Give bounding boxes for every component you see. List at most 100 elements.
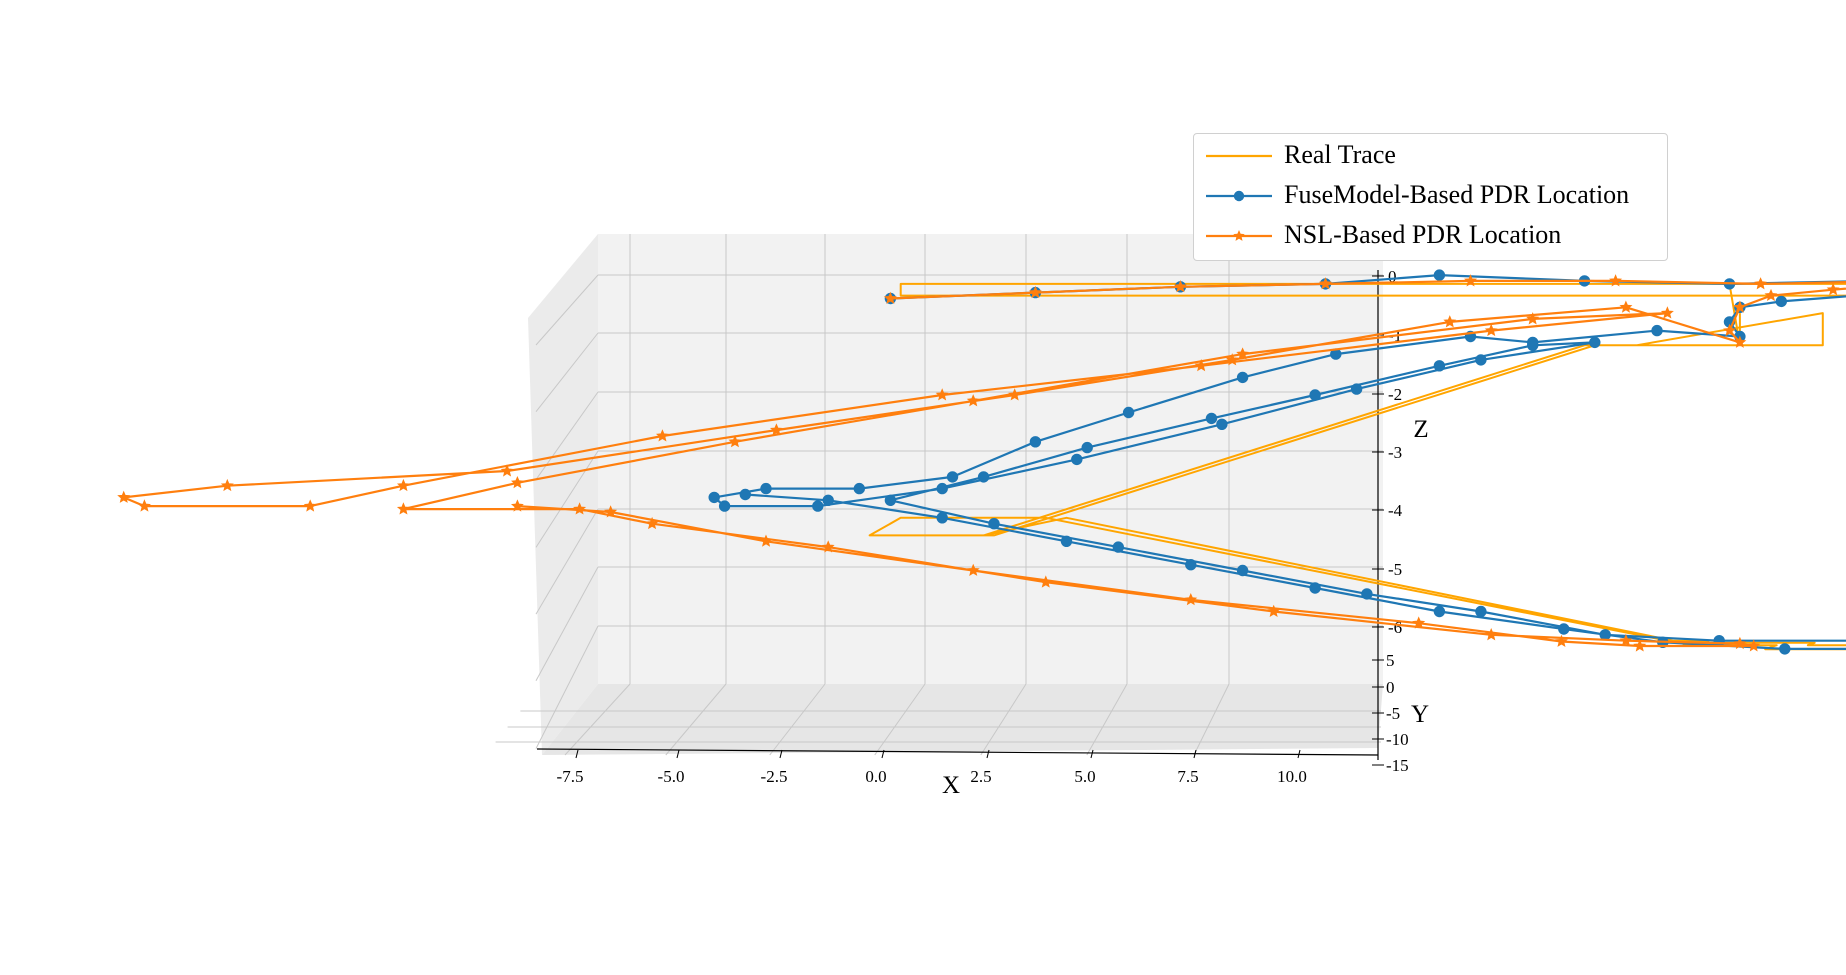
y-tick-label-1: 0 [1386,678,1395,697]
fusemodel-point-53 [1558,623,1570,635]
nsl-point-31 [1236,347,1250,360]
nsl-point-14 [1619,300,1633,313]
grid-x-floor-3 [874,683,926,756]
fusemodel-point-32 [1475,354,1487,366]
nsl-point-6 [1754,277,1768,290]
x-tick-mark-5 [1090,749,1094,759]
fusemodel-point-27 [812,500,824,512]
nsl-point-0 [883,291,897,304]
fusemodel-point-57 [1060,535,1073,547]
x-tick-label-7: 10.0 [1277,767,1307,786]
grid-z-left-5 [535,566,599,682]
nsl-point-43 [1733,636,1747,650]
legend-swatch-fusemodel-pdr [1206,190,1272,202]
fusemodel-point-37 [1205,412,1218,425]
nsl-point-46 [1554,634,1568,647]
x-tick-mark-1 [676,749,680,759]
nsl-point-35 [396,502,410,515]
x-tick-label-1: -5.0 [658,767,685,786]
fusemodel-point-56 [1185,559,1197,571]
x-tick-mark-6 [1193,749,1197,759]
nsl-point-52 [510,499,524,512]
series-layer [117,269,1846,655]
nsl-point-15 [1443,315,1457,328]
fusemodel-point-44 [1361,588,1373,600]
legend-swatch-marker-1 [1233,190,1245,202]
nsl-point-3 [1318,277,1332,290]
fusemodel-point-55 [1309,582,1321,594]
grid-z-left-3 [535,450,599,548]
fusemodel-point-11 [1775,295,1788,308]
nsl-point-42 [1619,633,1633,647]
nsl-point-25 [655,429,669,442]
nsl-point-51 [604,505,618,518]
fusemodel-point-21 [1029,436,1042,448]
fusemodel-point-58 [936,512,948,524]
x-tick-mark-3 [881,749,885,759]
fusemodel-point-28 [936,482,948,495]
z-tick-label-6: -6 [1388,618,1402,637]
nsl-point-39 [1039,575,1053,588]
y-tick-label-2: -5 [1386,704,1400,723]
nsl-point-21 [117,490,131,503]
legend-label-real-trace: Real Trace [1284,140,1396,169]
z-tick-label-2: -2 [1388,385,1402,404]
fusemodel-point-45 [1475,605,1487,618]
fusemodel-point-25 [708,491,720,504]
grid-x-floor-1 [665,683,727,756]
grid-x-floor-2 [769,683,826,756]
x-tick-label-0: -7.5 [557,767,584,786]
grid-x-floor-5 [1086,683,1128,756]
series-line-real-trace [868,282,1846,651]
nsl-point-33 [728,434,742,448]
series-nsl-pdr [117,274,1846,652]
fusemodel-point-4 [1433,269,1446,281]
nsl-point-50 [759,534,773,547]
nsl-point-1 [1028,285,1042,299]
fusemodel-point-43 [1236,564,1249,577]
fusemodel-point-51 [1779,643,1791,655]
legend-item-real-trace: Real Trace [1194,136,1667,176]
fusemodel-point-36 [1309,389,1321,401]
nsl-point-22 [137,499,151,512]
nsl-point-28 [1484,323,1498,337]
nsl-point-29 [1660,306,1674,319]
x-tick-mark-0 [575,749,579,759]
nsl-point-9 [1826,282,1840,296]
nsl-point-24 [396,478,410,492]
fusemodel-point-38 [1081,441,1093,454]
grid-x-floor-6 [1193,683,1230,756]
y-axis-label: Y [1411,701,1429,728]
x-tick-mark-4 [986,749,990,759]
x-tick-label-2: -2.5 [761,767,788,786]
y-tick-label-0: 5 [1386,651,1395,670]
nsl-point-4 [1464,274,1478,287]
nsl-point-19 [500,464,514,477]
fusemodel-point-22 [946,471,959,483]
z-tick-label-3: -3 [1388,443,1402,462]
nsl-point-30 [1526,312,1540,325]
nsl-point-44 [1747,639,1761,652]
fusemodel-point-20 [1122,406,1135,419]
nsl-point-23 [303,499,317,512]
x-axis-label: X [942,772,960,799]
nsl-point-47 [1412,616,1426,629]
nsl-point-37 [645,516,659,530]
nsl-point-10 [1764,288,1778,302]
series-fusemodel-pdr [708,269,1846,655]
fusemodel-point-54 [1433,605,1446,618]
fusemodel-point-30 [1216,418,1228,430]
legend-label-nsl-pdr: NSL-Based PDR Location [1284,220,1562,249]
fusemodel-point-33 [1589,336,1601,349]
grid-z-left-1 [535,332,599,413]
grid-z-left-0 [535,274,599,346]
left-pane [528,234,598,755]
nsl-point-17 [1008,388,1022,401]
legend: Real Trace FuseModel-Based PDR Location NS… [1193,133,1668,261]
fusemodel-point-19 [1236,371,1249,384]
nsl-point-26 [935,388,949,401]
grid-x-floor-0 [564,683,631,756]
back-pane [598,234,1383,684]
floor-pane [542,684,1383,755]
